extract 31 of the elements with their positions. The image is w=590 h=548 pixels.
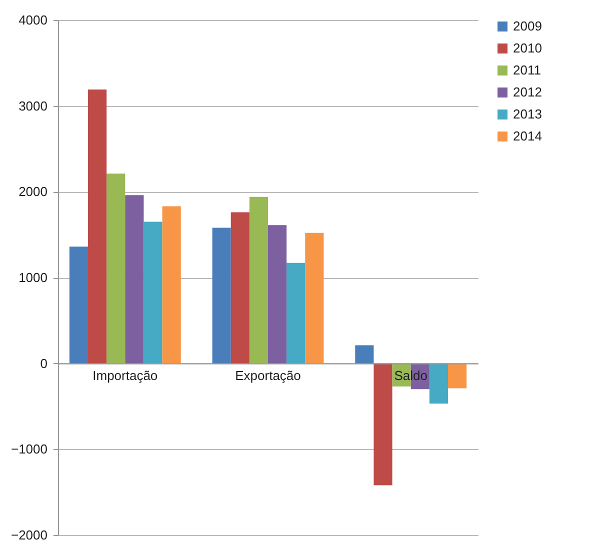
legend-label: 2014 <box>513 128 542 144</box>
bar <box>249 196 268 364</box>
y-tick-label: −2000 <box>10 528 48 542</box>
bar <box>305 232 324 364</box>
bar <box>374 363 392 486</box>
legend-label: 2013 <box>513 106 542 122</box>
y-tick-label: −1000 <box>10 442 48 457</box>
bar <box>125 195 144 364</box>
y-tick-label: 4000 <box>18 12 48 28</box>
legend-label: 2012 <box>513 84 542 100</box>
y-tick-label: 0 <box>40 356 48 371</box>
bar <box>268 225 287 364</box>
bar <box>162 206 181 364</box>
x-tick-label: Importação <box>92 368 158 383</box>
bar <box>106 174 126 364</box>
legend-label: 2009 <box>513 18 542 34</box>
bar <box>212 228 231 364</box>
legend-label: 2010 <box>513 40 542 56</box>
y-tick-label: 1000 <box>18 270 48 285</box>
y-tick-label: 3000 <box>18 98 48 114</box>
bar <box>144 222 162 364</box>
bar <box>448 363 467 388</box>
bar <box>69 246 88 364</box>
bar <box>355 345 374 364</box>
bar <box>286 262 306 364</box>
bar <box>429 363 448 404</box>
y-tick-label: 2000 <box>18 184 48 200</box>
bar <box>88 90 107 364</box>
legend-label: 2011 <box>513 62 541 78</box>
x-tick-label: Exportação <box>235 368 301 383</box>
bar <box>230 212 250 364</box>
